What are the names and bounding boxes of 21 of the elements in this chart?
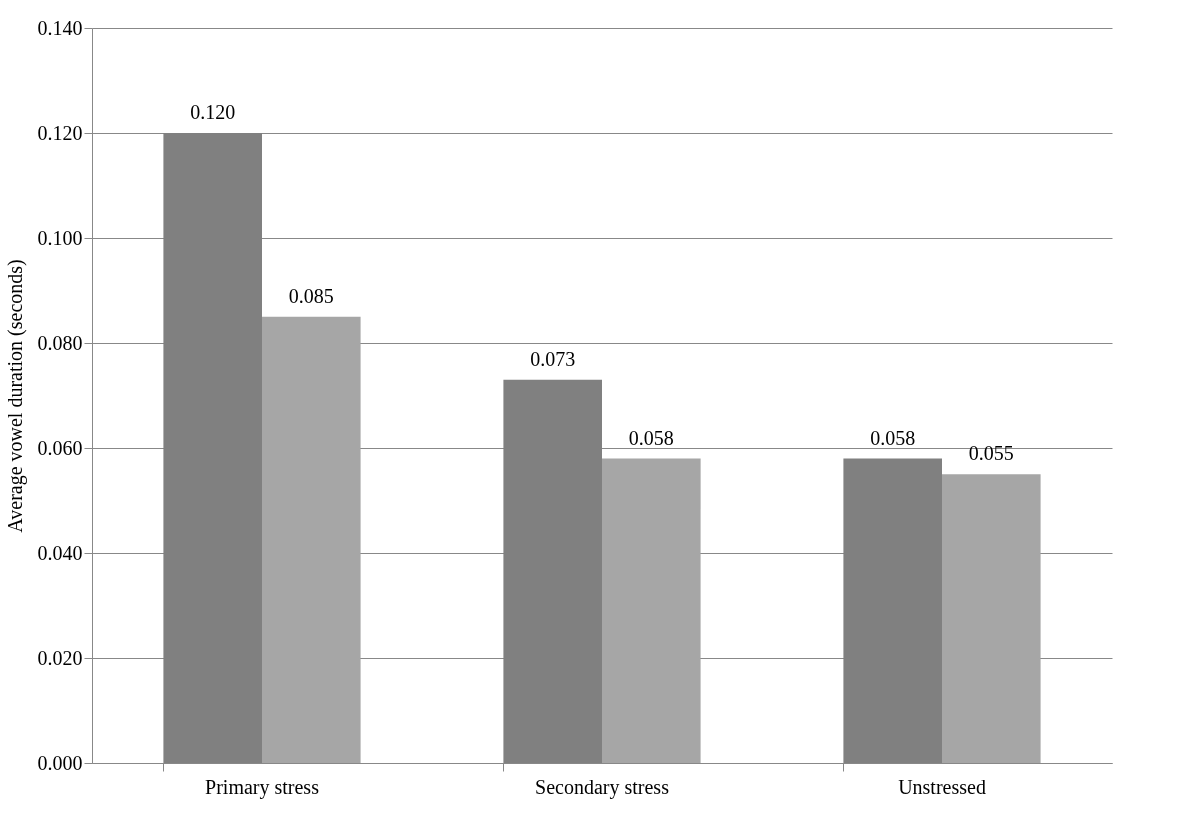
y-tick-label: 0.100 bbox=[37, 226, 83, 249]
bar bbox=[942, 474, 1041, 763]
y-tick-label: 0.080 bbox=[37, 331, 83, 354]
y-tick-label: 0.040 bbox=[37, 541, 83, 564]
y-tick-label: 0.120 bbox=[37, 121, 83, 144]
y-tick-label: 0.060 bbox=[37, 436, 83, 459]
data-label: 0.058 bbox=[628, 426, 674, 449]
data-label: 0.120 bbox=[190, 101, 236, 123]
data-label: 0.058 bbox=[870, 426, 916, 449]
y-tick-label: 0.140 bbox=[37, 16, 83, 39]
x-tick-label: Primary stress bbox=[205, 775, 320, 799]
bar bbox=[602, 458, 701, 763]
data-label: 0.085 bbox=[288, 284, 334, 307]
y-tick-label: 0.020 bbox=[37, 646, 83, 669]
y-axis-title: Average vowel duration (seconds) bbox=[3, 259, 27, 533]
bar bbox=[262, 316, 361, 763]
x-tick-label: Secondary stress bbox=[535, 775, 670, 799]
data-label: 0.073 bbox=[530, 347, 576, 370]
x-tick-label: Unstressed bbox=[898, 775, 986, 798]
y-tick-label: 0.000 bbox=[37, 751, 83, 774]
data-label: 0.055 bbox=[968, 442, 1014, 465]
